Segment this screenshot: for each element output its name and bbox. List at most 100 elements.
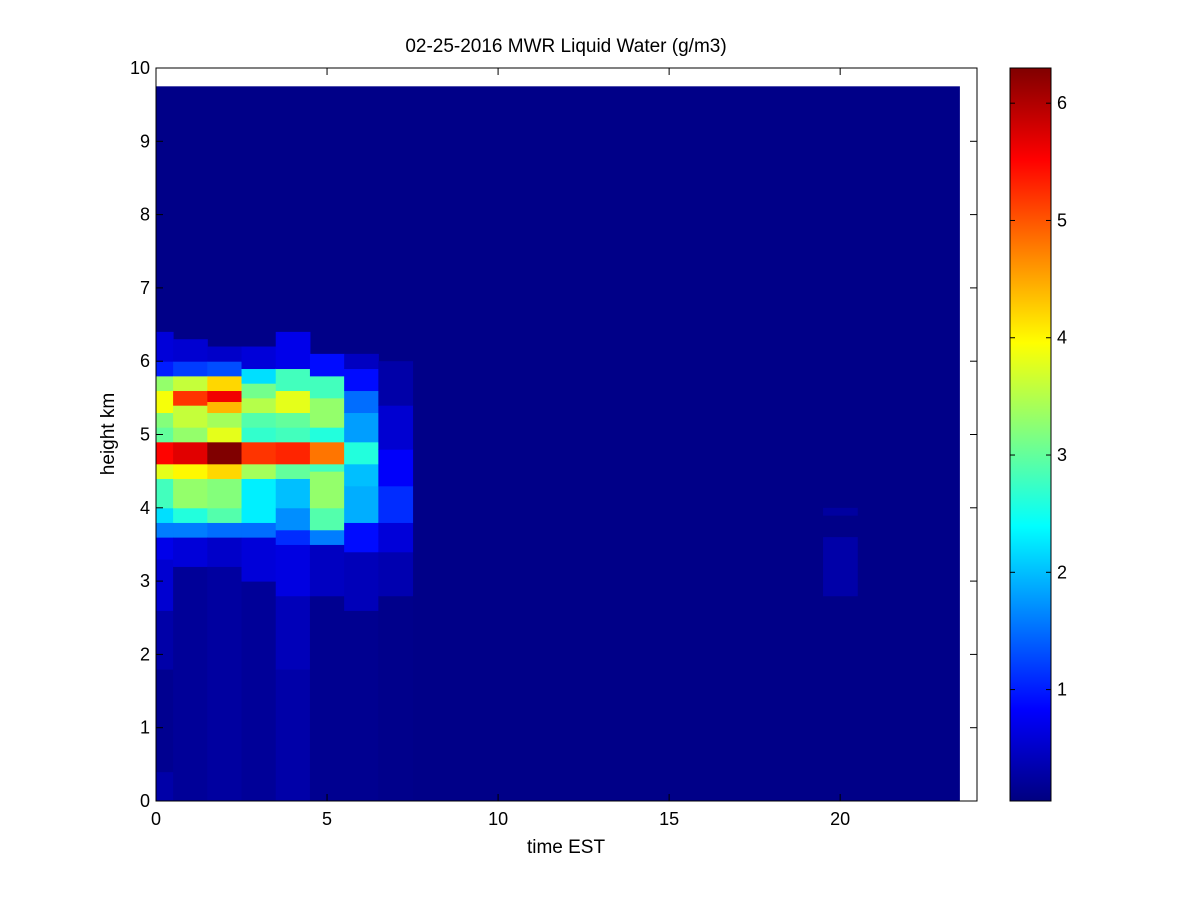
heatmap-cell	[378, 405, 414, 450]
heatmap-cell	[156, 669, 174, 773]
heatmap-cell	[156, 507, 174, 523]
x-tick-label: 15	[659, 809, 679, 829]
heatmap-cell	[173, 361, 208, 377]
heatmap-cell	[241, 383, 277, 399]
heatmap-cell	[309, 353, 345, 377]
heatmap-cell	[309, 544, 345, 597]
heatmap-cell	[207, 463, 243, 479]
heatmap-cell	[309, 427, 345, 443]
heatmap-cell	[156, 522, 174, 538]
heatmap-cell	[823, 507, 858, 516]
heatmap-cell	[275, 544, 311, 597]
heatmap-cell	[344, 390, 379, 414]
y-tick-label: 8	[140, 205, 150, 225]
heatmap-cell	[275, 368, 311, 392]
heatmap-cell	[344, 463, 379, 487]
heatmap-cell	[344, 412, 379, 443]
heatmap-cells	[156, 86, 960, 802]
heatmap-cell	[344, 610, 379, 802]
heatmap-cell	[378, 595, 414, 802]
heatmap-cell	[173, 375, 208, 392]
heatmap-cell	[173, 566, 208, 802]
x-tick-label: 20	[830, 809, 850, 829]
heatmap-cell	[156, 441, 174, 465]
heatmap-cell	[309, 507, 345, 531]
heatmap-cell	[173, 390, 208, 406]
heatmap-cell	[378, 551, 414, 597]
heatmap-cell	[173, 405, 208, 428]
heatmap-cell	[344, 522, 379, 553]
y-tick-label: 1	[140, 718, 150, 738]
colorbar-tick-label: 5	[1057, 210, 1067, 230]
heatmap-cell	[241, 537, 277, 582]
heatmap-cell	[156, 478, 174, 509]
heatmap-cell	[275, 390, 311, 414]
heatmap-cell	[156, 463, 174, 479]
heatmap-cell	[378, 449, 414, 487]
heatmap-cell	[173, 441, 208, 465]
colorbar-tick-label: 1	[1057, 680, 1067, 700]
colorbar-tick-label: 6	[1057, 93, 1067, 113]
heatmap-cell	[275, 529, 311, 545]
heatmap-cell	[344, 485, 379, 523]
colorbar-tick-label: 3	[1057, 445, 1067, 465]
heatmap-cell	[207, 537, 243, 567]
heatmap-cell	[207, 361, 243, 377]
heatmap-cell	[275, 463, 311, 479]
x-axis-label: time EST	[527, 837, 606, 858]
heatmap-cell	[378, 361, 414, 406]
heatmap-cell	[156, 771, 174, 802]
heatmap-cell	[241, 412, 277, 428]
x-tick-label: 0	[151, 809, 161, 829]
heatmap-cell	[309, 529, 345, 545]
heatmap-cell	[173, 537, 208, 567]
chart-title: 02-25-2016 MWR Liquid Water (g/m3)	[405, 36, 726, 57]
heatmap-cell	[275, 441, 311, 465]
y-tick-label: 3	[140, 571, 150, 591]
y-axis: 0 1 2 3 4 5 6 7 8 9 10	[130, 58, 977, 811]
heatmap-cell	[241, 478, 277, 523]
heatmap-cell	[156, 610, 174, 670]
heatmap-cell	[173, 522, 208, 538]
heatmap-cell	[275, 412, 311, 428]
heatmap-cell	[241, 397, 277, 414]
heatmap-cell	[309, 463, 345, 472]
heatmap-cell	[207, 390, 243, 403]
y-tick-label: 9	[140, 131, 150, 151]
heatmap-cell	[275, 669, 311, 802]
colorbar-tick-label: 2	[1057, 562, 1067, 582]
heatmap-cell	[309, 595, 345, 802]
heatmap-cell	[156, 537, 174, 560]
y-axis-label: height km	[98, 393, 119, 475]
heatmap-cell	[309, 375, 345, 399]
heatmap-cell	[207, 478, 243, 509]
colorbar-tick-label: 4	[1057, 328, 1067, 348]
heatmap-cell	[823, 537, 858, 597]
heatmap-cell	[241, 581, 277, 802]
heatmap-cell	[156, 412, 174, 428]
y-tick-label: 0	[140, 791, 150, 811]
heatmap-cell	[344, 551, 379, 611]
heatmap-cell	[344, 368, 379, 392]
heatmap-cell	[156, 361, 174, 377]
heatmap-cell	[241, 427, 277, 443]
heatmap-cell	[207, 375, 243, 392]
heatmap-cell	[241, 522, 277, 538]
heatmap-cell	[207, 507, 243, 523]
heatmap-cell	[207, 522, 243, 538]
heatmap-cell	[344, 441, 379, 465]
heatmap-cell	[173, 463, 208, 479]
heatmap-cell	[344, 353, 379, 370]
heatmap-cell	[275, 331, 311, 370]
heatmap-cell	[173, 339, 208, 362]
heatmap-cell	[173, 478, 208, 509]
heatmap-cell	[241, 441, 277, 465]
heatmap-cell	[275, 595, 311, 670]
heatmap-cell	[156, 375, 174, 392]
y-tick-label: 4	[140, 498, 150, 518]
heatmap-cell	[309, 397, 345, 428]
heatmap-cell	[309, 441, 345, 465]
colorbar	[1009, 67, 1052, 802]
heatmap-cell	[309, 471, 345, 509]
